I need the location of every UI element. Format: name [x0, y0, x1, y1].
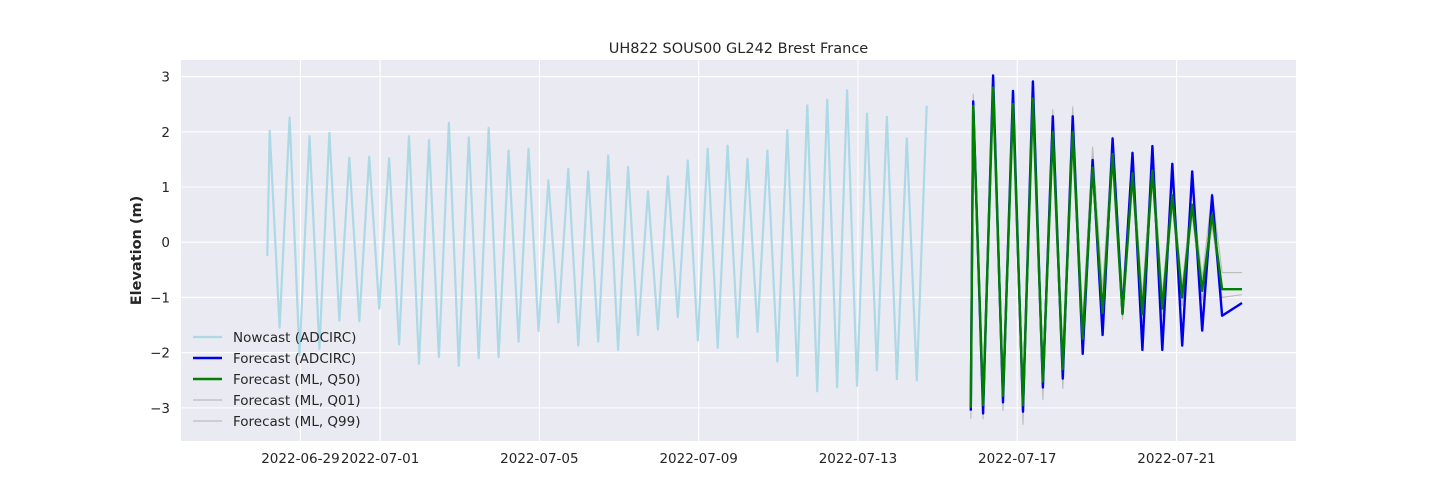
legend-label: Forecast (ADCIRC)	[233, 351, 356, 367]
tick-labels: 2022-06-29 2022-07-01 2022-07-05 2022-07-09…	[150, 70, 1216, 467]
y-tick-label: 3	[161, 70, 170, 86]
x-tick-label: 2022-07-13	[819, 451, 897, 467]
y-tick-label: 1	[161, 180, 170, 196]
x-tick-label: 2022-07-05	[500, 451, 578, 467]
x-tick-label: 2022-07-21	[1137, 451, 1215, 467]
y-tick-label: −3	[150, 401, 170, 417]
x-tick-label: 2022-07-17	[978, 451, 1056, 467]
y-tick-label: −1	[150, 290, 170, 306]
y-tick-label: 0	[161, 235, 170, 251]
series-layer	[266, 74, 1243, 425]
legend-label: Forecast (ML, Q01)	[233, 393, 361, 409]
y-tick-label: −2	[150, 346, 170, 362]
series-line-1	[266, 89, 928, 393]
series-line-3	[969, 86, 1242, 408]
x-tick-label: 2022-07-09	[659, 451, 737, 467]
legend-label: Forecast (ML, Q50)	[233, 372, 361, 388]
y-axis-label: Elevation (m)	[129, 196, 145, 306]
chart-title: UH822 SOUS00 GL242 Brest France	[609, 41, 869, 57]
legend: Nowcast (ADCIRC) Forecast (ADCIRC) Forecas…	[193, 330, 361, 430]
y-tick-label: 2	[161, 125, 170, 141]
x-tick-label: 2022-06-29	[261, 451, 339, 467]
legend-label: Nowcast (ADCIRC)	[233, 330, 356, 346]
x-tick-label: 2022-07-01	[341, 451, 419, 467]
legend-label: Forecast (ML, Q99)	[233, 414, 361, 430]
plot-area	[181, 60, 1296, 441]
